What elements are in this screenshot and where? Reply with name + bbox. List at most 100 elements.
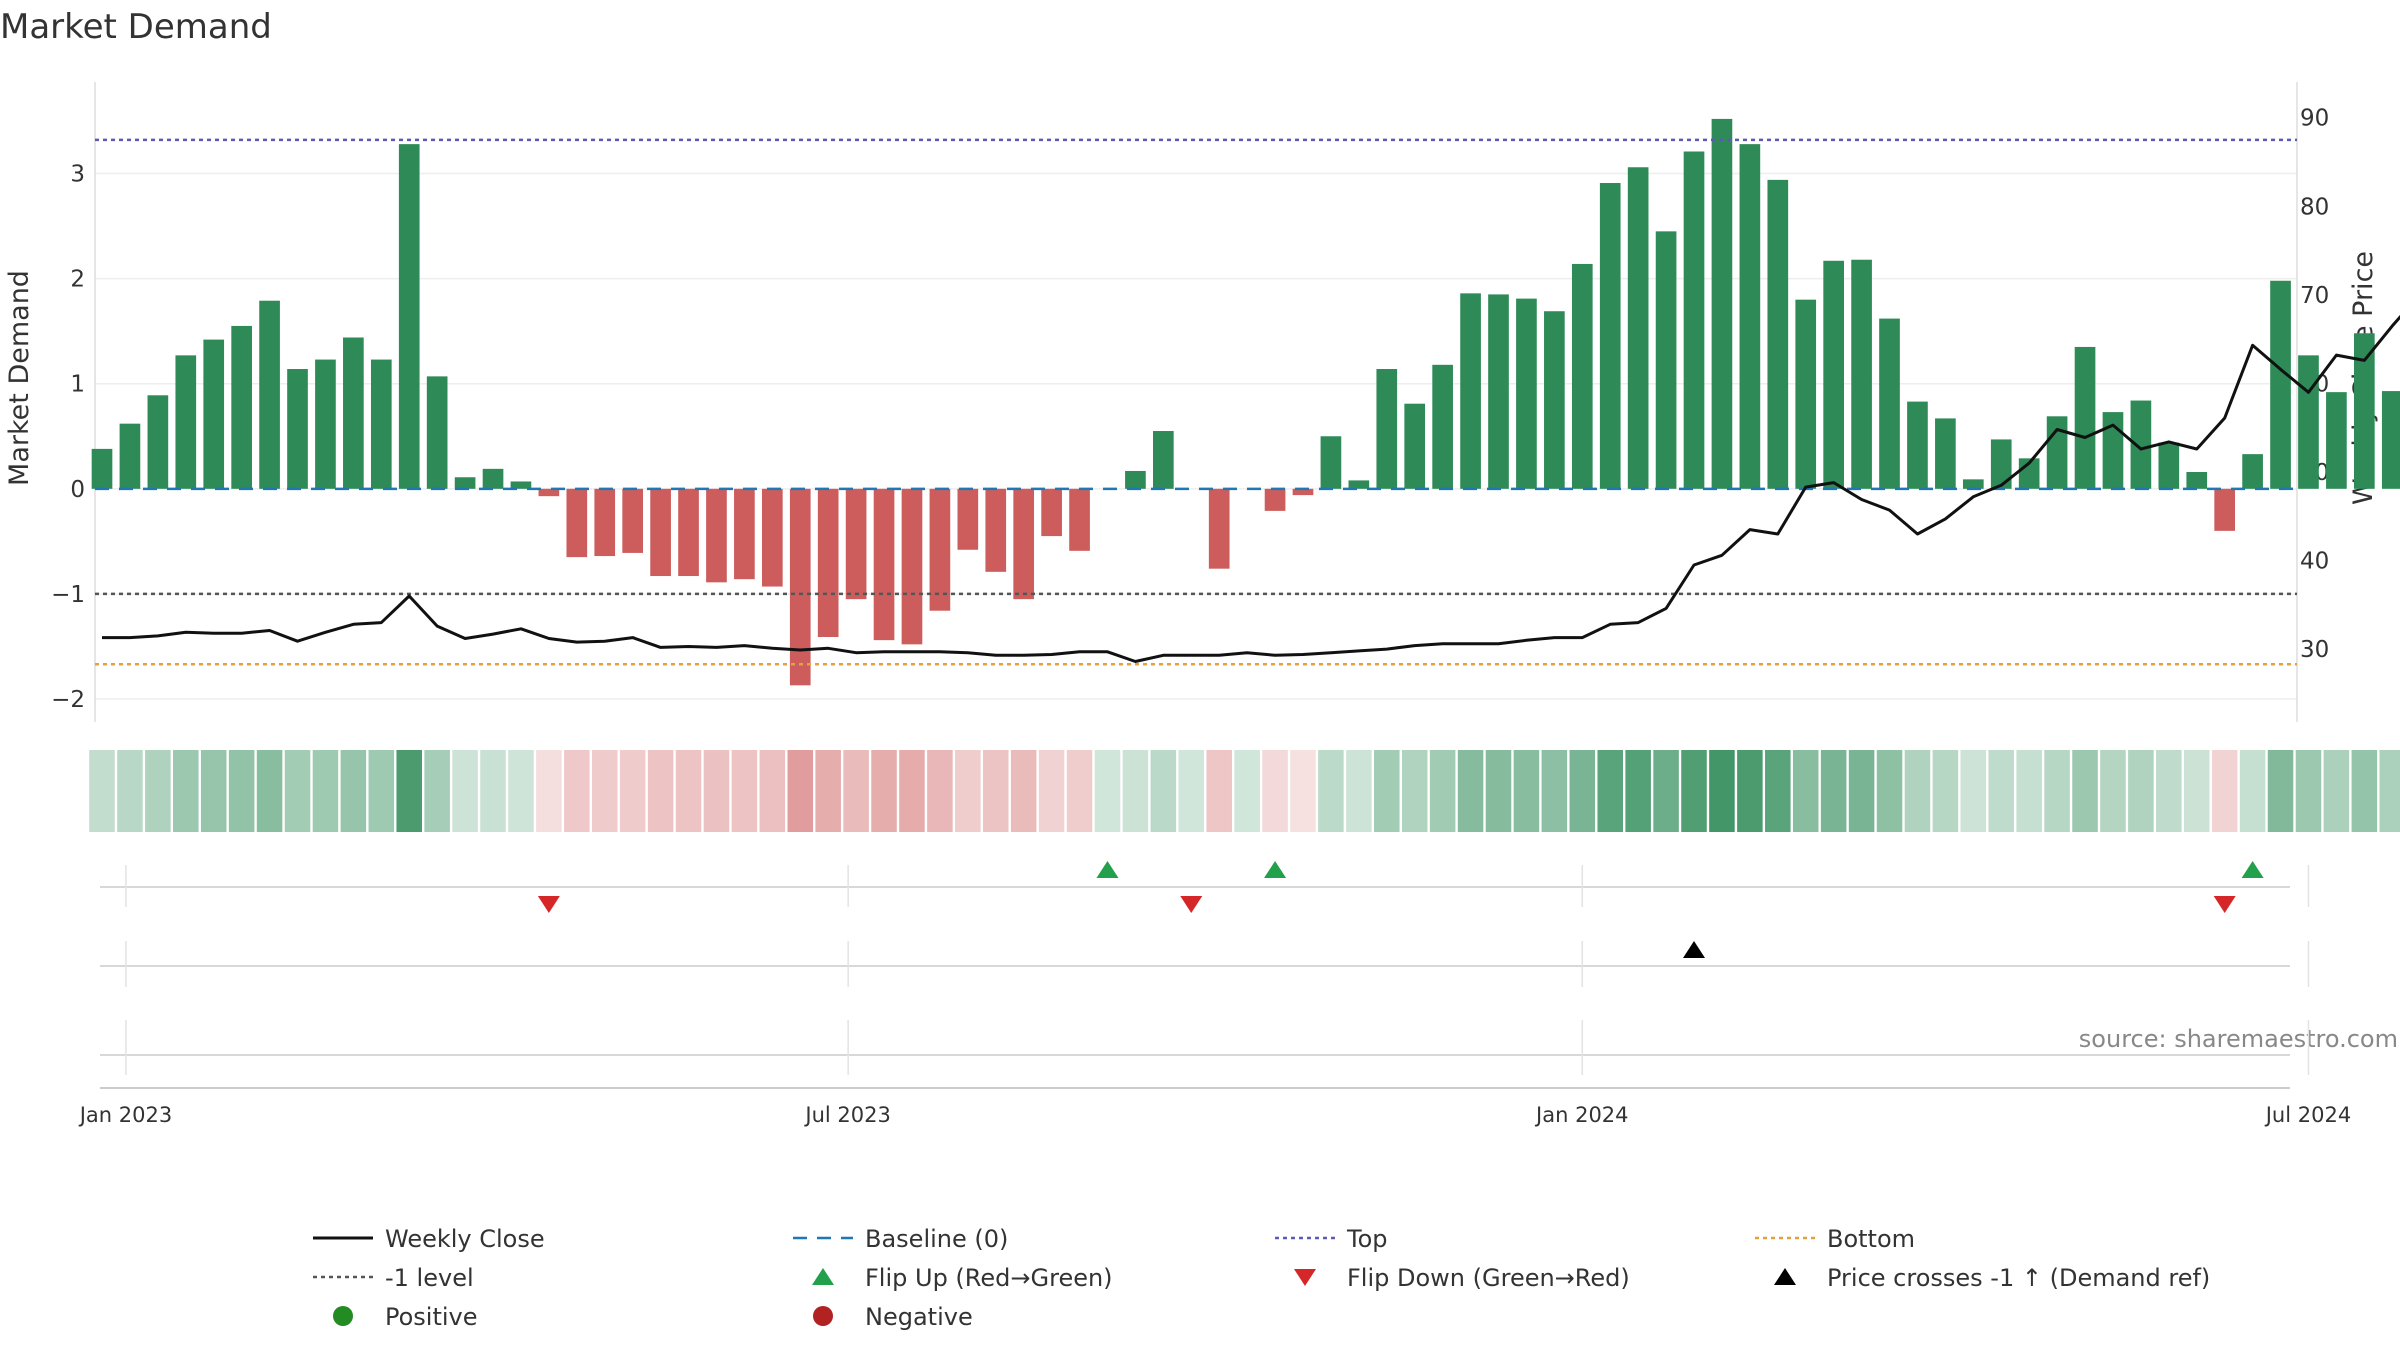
heat-cell [1178, 750, 1205, 832]
heat-cell [200, 750, 227, 832]
demand-bar [1851, 259, 1872, 489]
demand-bar [231, 325, 252, 489]
demand-bar [1432, 364, 1453, 489]
demand-bar [985, 488, 1007, 572]
demand-bar [91, 448, 113, 489]
heat-cell [396, 750, 422, 832]
heat-cell [480, 750, 506, 832]
heat-cell [256, 750, 283, 832]
demand-bar [678, 488, 699, 577]
heat-cell [1765, 750, 1791, 832]
demand-bar [2130, 400, 2152, 489]
heat-cell [145, 750, 171, 832]
reference-lines [95, 138, 2297, 666]
demand-bar [1125, 470, 1146, 489]
heat-cell [2016, 750, 2042, 832]
demand-bar [1404, 403, 1426, 489]
heat-cell [1932, 750, 1959, 832]
demand-heat-strip [89, 750, 2400, 832]
demand-bar [147, 395, 169, 489]
heat-cell [564, 750, 590, 832]
heat-cell [2379, 750, 2400, 832]
heat-cell [1094, 750, 1121, 832]
source-attribution: source: sharemaestro.com [2079, 1025, 2398, 1053]
demand-bar [510, 481, 532, 489]
demand-bar [761, 488, 783, 587]
demand-bar [1739, 144, 1761, 489]
legend-swatch-flip-up [812, 1268, 834, 1285]
demand-bar [119, 423, 141, 489]
demand-bar [873, 488, 895, 641]
y-left-tick-label: −2 [51, 687, 85, 713]
heat-cell [1569, 750, 1596, 832]
demand-bar [1962, 479, 1984, 489]
legend-label: Flip Up (Red→Green) [865, 1264, 1113, 1292]
demand-bar [1264, 488, 1286, 511]
flip-up-marker [2241, 861, 2264, 878]
legend-label: Bottom [1827, 1225, 1915, 1253]
demand-bar [1348, 480, 1370, 489]
demand-bar [706, 488, 727, 583]
heat-cell [1346, 750, 1372, 832]
y-left-tick-label: 0 [70, 477, 85, 503]
demand-bar [482, 468, 504, 489]
demand-bar [1069, 488, 1090, 551]
heat-cell [1401, 750, 1428, 832]
heat-cell [173, 750, 199, 832]
heat-cell [1122, 750, 1149, 832]
demand-bar [315, 359, 336, 489]
demand-bar [1013, 488, 1035, 600]
price-cross-marker [1683, 941, 1706, 958]
heat-cell [675, 750, 702, 832]
heat-cell [1374, 750, 1400, 832]
demand-bar [594, 488, 616, 557]
y-right-tick-label: 40 [2300, 549, 2329, 575]
heat-cell [117, 750, 143, 832]
heat-cell [1541, 750, 1568, 832]
demand-bar [1320, 436, 1342, 489]
demand-bar [1488, 294, 1509, 489]
legend-label: Price crosses -1 ↑ (Demand ref) [1827, 1264, 2210, 1292]
demand-bar [1823, 260, 1844, 489]
heat-cell [2128, 750, 2154, 832]
demand-bar [845, 488, 867, 600]
legend-swatch-flip-down [1294, 1269, 1316, 1286]
demand-bar [2046, 416, 2068, 489]
demand-bar [1599, 183, 1621, 489]
demand-bar [203, 339, 225, 489]
demand-bar [1935, 418, 1956, 489]
heat-cell [424, 750, 450, 832]
heat-cell [1038, 750, 1065, 832]
demand-bar [2214, 488, 2236, 531]
heat-cell [1792, 750, 1819, 832]
price-line-layer [102, 314, 2400, 663]
heat-cell [2072, 750, 2098, 832]
demand-bar [2353, 333, 2375, 489]
flip-down-marker [2213, 896, 2236, 913]
demand-bar [538, 488, 560, 497]
heat-cell [2183, 750, 2210, 832]
demand-bar [2074, 346, 2096, 489]
demand-bar [2298, 355, 2319, 489]
demand-bar [398, 144, 420, 489]
heat-cell [2156, 750, 2182, 832]
legend-label: -1 level [385, 1264, 474, 1292]
heat-cell [2211, 750, 2238, 832]
y-left-tick-label: 1 [70, 372, 85, 398]
demand-bar [287, 369, 308, 489]
demand-bar [789, 488, 811, 686]
heat-cell [368, 750, 395, 832]
demand-bar [259, 300, 280, 489]
heat-cell [452, 750, 478, 832]
heat-cell [2323, 750, 2350, 832]
legend-swatch-price-cross [1774, 1268, 1796, 1285]
demand-bar [650, 488, 671, 577]
heat-cell [2295, 750, 2322, 832]
demand-bar [2381, 391, 2400, 489]
heat-cell [1597, 750, 1623, 832]
demand-bar [2270, 280, 2291, 489]
heat-cell [927, 750, 953, 832]
heat-cell [1988, 750, 2015, 832]
